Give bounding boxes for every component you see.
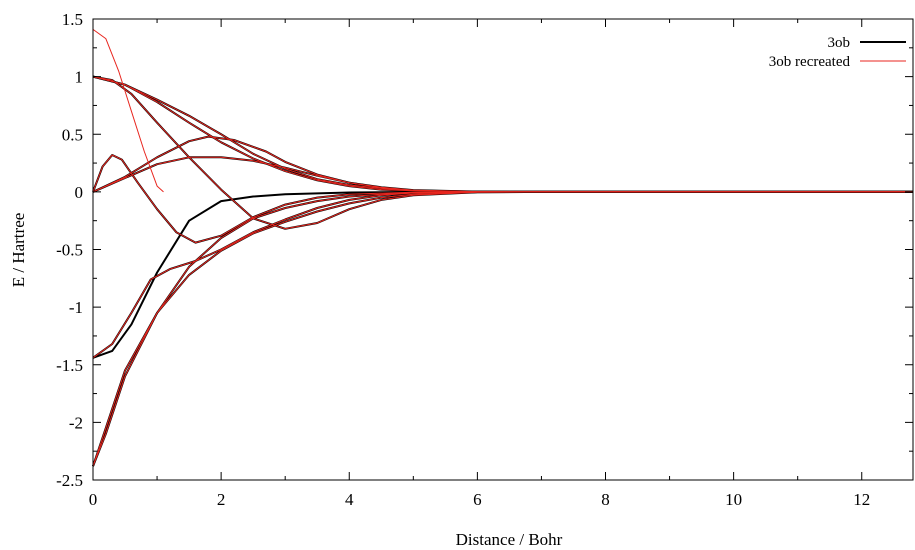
axes-layer: 0 2 4 6 8 10 12 1.5 1 0.5 0 -0.5 -1 -1.5 -2 -2.5: [56, 10, 914, 509]
x-tick-label: 4: [345, 490, 354, 509]
series-line-3ob: [92, 75, 913, 230]
series-line-3ob-recreated: [92, 28, 164, 193]
series-line-3ob: [92, 190, 913, 467]
y-tick-label: 1: [75, 68, 84, 87]
series-line-3ob-recreated: [92, 76, 913, 193]
series-line-3ob: [92, 190, 913, 467]
series-line-3ob-recreated: [92, 156, 913, 193]
series-line-3ob-recreated: [92, 191, 913, 467]
legend-label-3ob: 3ob: [828, 35, 851, 51]
series-line-3ob-recreated: [92, 76, 913, 230]
legend-label-3ob-recreated: 3ob recreated: [769, 54, 851, 70]
legend: 3ob 3ob recreated: [769, 35, 906, 70]
y-tick-label: -0.5: [56, 241, 83, 260]
y-tick-label: -2.5: [56, 471, 83, 490]
y-tick-label: -2: [69, 413, 83, 432]
series-layer: [92, 28, 913, 467]
plot-frame: [92, 18, 914, 481]
series-line-3ob: [92, 75, 913, 193]
x-tick-label: 2: [217, 490, 226, 509]
series-line-3ob: [92, 190, 913, 359]
y-tick-label: 0: [75, 183, 84, 202]
series-line-3ob: [92, 75, 913, 193]
series-line-3ob: [92, 156, 913, 193]
series-line-3ob-recreated: [92, 154, 913, 244]
x-tick-label: 12: [853, 490, 870, 509]
series-line-3ob-recreated: [92, 191, 913, 467]
x-tick-label: 6: [473, 490, 482, 509]
x-tick-label: 8: [601, 490, 610, 509]
x-tick-label: 10: [725, 490, 742, 509]
x-axis-title: Distance / Bohr: [456, 530, 563, 549]
y-tick-label: 1.5: [62, 10, 83, 29]
series-line-3ob: [92, 190, 913, 359]
x-tick-label: 0: [89, 490, 98, 509]
y-axis-title: E / Hartree: [9, 213, 28, 288]
series-line-3ob-recreated: [92, 76, 913, 193]
series-line-3ob: [92, 154, 913, 244]
y-tick-label: 0.5: [62, 125, 83, 144]
y-tick-label: -1.5: [56, 356, 83, 375]
series-line-3ob-recreated: [92, 191, 913, 359]
y-tick-label: -1: [69, 298, 83, 317]
